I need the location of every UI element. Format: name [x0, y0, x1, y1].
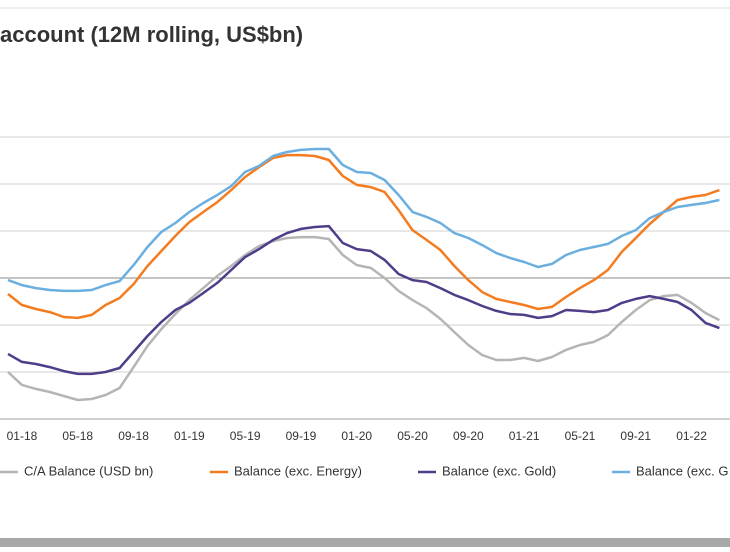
chart-title: account (12M rolling, US$bn) — [0, 22, 303, 47]
x-tick-label: 05-19 — [230, 429, 261, 443]
legend-label: C/A Balance (USD bn) — [24, 463, 153, 478]
x-tick-label: 01-19 — [174, 429, 205, 443]
legend-label: Balance (exc. Energy) — [234, 463, 362, 478]
x-tick-label: 05-18 — [62, 429, 93, 443]
x-tick-label: 01-20 — [341, 429, 372, 443]
x-tick-label: 09-19 — [286, 429, 317, 443]
legend-label: Balance (exc. G — [636, 463, 729, 478]
x-tick-label: 09-18 — [118, 429, 149, 443]
x-tick-label: 01-18 — [7, 429, 38, 443]
x-tick-label: 09-21 — [620, 429, 651, 443]
series-line — [7, 224, 720, 376]
legend-label: Balance (exc. Gold) — [442, 463, 556, 478]
x-tick-label: 09-20 — [453, 429, 484, 443]
bottom-bar — [0, 538, 730, 547]
x-tick-label: 05-20 — [397, 429, 428, 443]
series-line — [7, 235, 720, 402]
series-line — [7, 153, 720, 320]
x-tick-label: 01-22 — [676, 429, 707, 443]
x-tick-label: 05-21 — [565, 429, 596, 443]
series-line — [7, 147, 720, 293]
x-tick-label: 01-21 — [509, 429, 540, 443]
